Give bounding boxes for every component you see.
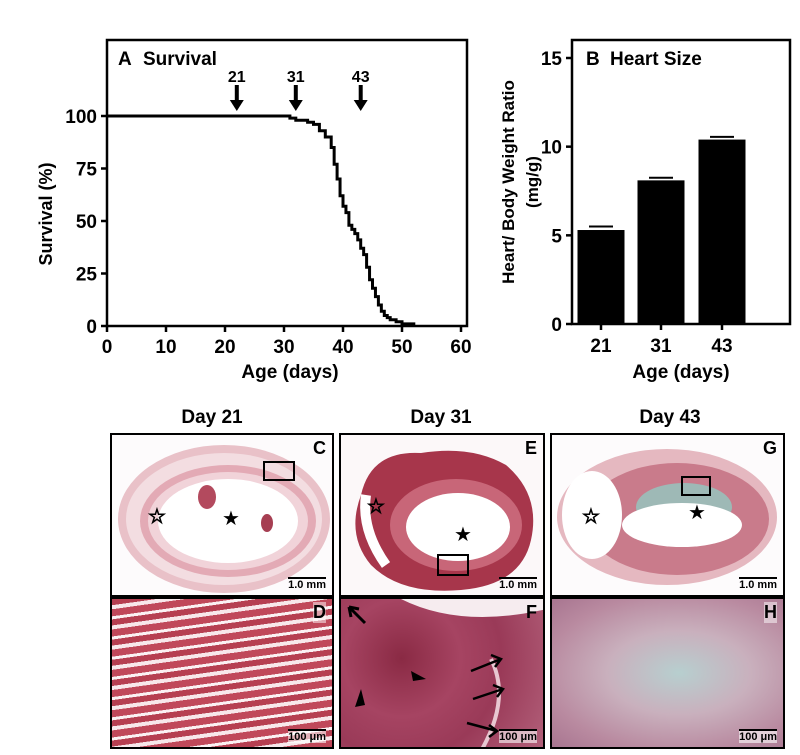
survival-xlabel: Age (days) [241,362,338,383]
panel-letter-e: E [524,438,537,458]
histology-panel-h: H 100 μm [550,597,785,749]
histology-panel-f: F 100 μm [339,597,545,749]
x-tick-label: 40 [332,337,353,358]
y-tick-label: 0 [86,317,97,338]
down-arrow-head [229,100,244,111]
down-arrow-head [353,100,368,111]
y-tick-label: 10 [541,138,562,159]
arrow-icon [470,653,503,673]
open-star-icon: ☆ [367,496,385,518]
y-tick-label: 100 [65,107,97,128]
day-label-31: Day 31 [410,407,472,428]
inset-box [263,461,295,481]
inset-box [437,554,469,576]
day-label-21: Day 21 [181,407,243,428]
heart-xlabel: Age (days) [632,362,729,383]
survival-curve [107,114,416,326]
inset-box [681,476,711,496]
scale-bar-d: 100 μm [288,729,326,743]
heart-section-day43: ☆ ★ [557,449,777,585]
filled-star-icon: ★ [688,502,706,524]
arrow-head [347,605,360,618]
scale-bar-h: 100 μm [739,729,777,743]
x-tick-label: 30 [273,337,294,358]
x-tick-label: 50 [391,337,412,358]
filled-star-icon: ★ [222,508,240,530]
panel-letter-g: G [762,438,777,458]
arrow-label: 21 [228,69,246,86]
heart-section-day21: ☆ ★ [118,445,330,593]
heart-section-day31: ☆ ★ [355,450,534,591]
x-tick-label: 60 [450,337,471,358]
x-tick-label: 31 [650,336,672,357]
panel-letter-f: F [526,602,537,622]
histology-panel-d: D 100 μm [110,597,334,749]
fibrosis-field-day31 [347,599,543,747]
survival-panel-letter: A [118,49,132,70]
arrow-label: 31 [287,69,305,86]
panel-letter-d: D [313,602,326,623]
arrowhead-icon [355,689,365,707]
scale-bar-e: 1.0 mm [499,577,537,591]
arrow-label: 43 [352,69,370,86]
x-tick-label: 0 [102,337,113,358]
y-tick-label: 0 [551,315,562,336]
heart-title: Heart Size [610,49,702,70]
survival-ylabel: Survival (%) [36,162,56,265]
bar [577,230,625,324]
scale-bar-c: 1.0 mm [288,577,326,591]
y-tick-label: 15 [541,49,563,70]
histology-panel-c: ☆ ★ C 1.0 mm [110,433,334,597]
open-star-icon: ☆ [148,506,166,528]
histology-panel-e: ☆ ★ E 1.0 mm [339,433,545,597]
arrow-icon [472,683,505,701]
scale-bar-g: 1.0 mm [739,577,777,591]
x-tick-label: 10 [155,337,176,358]
panel-letter-c: C [313,438,326,458]
x-tick-label: 20 [214,337,235,358]
bar [637,180,685,324]
heart-panel-letter: B [586,49,600,70]
survival-title: Survival [143,49,217,70]
day-label-43: Day 43 [639,407,701,428]
y-tick-label: 5 [551,226,562,247]
bar [698,139,746,324]
filled-star-icon: ★ [454,524,472,546]
x-tick-label: 21 [590,336,612,357]
panel-letter-h: H [764,602,777,623]
y-tick-label: 50 [76,212,97,233]
survival-chart: A Survival 21 31 43 0 25 50 75 100 0 10 20 30 40 50… [36,38,472,383]
down-arrow-head [288,100,303,111]
heart-size-chart: B Heart Size 0 5 10 15 21 31 43 Age (days) He… [499,38,792,383]
scale-bar-f: 100 μm [499,729,537,743]
arrow-icon [466,721,500,738]
y-tick-label: 75 [76,160,98,181]
arrowhead-icon [411,671,426,681]
y-tick-label: 25 [76,265,98,286]
arrow-icon [347,605,367,625]
x-tick-label: 43 [711,336,732,357]
survival-frame [105,38,469,328]
heart-ylabel-units: (mg/g) [523,156,542,208]
heart-ylabel: Heart/ Body Weight Ratio [499,80,518,284]
open-star-icon: ☆ [582,506,600,528]
histology-panel-g: ☆ ★ G 1.0 mm [550,433,785,597]
